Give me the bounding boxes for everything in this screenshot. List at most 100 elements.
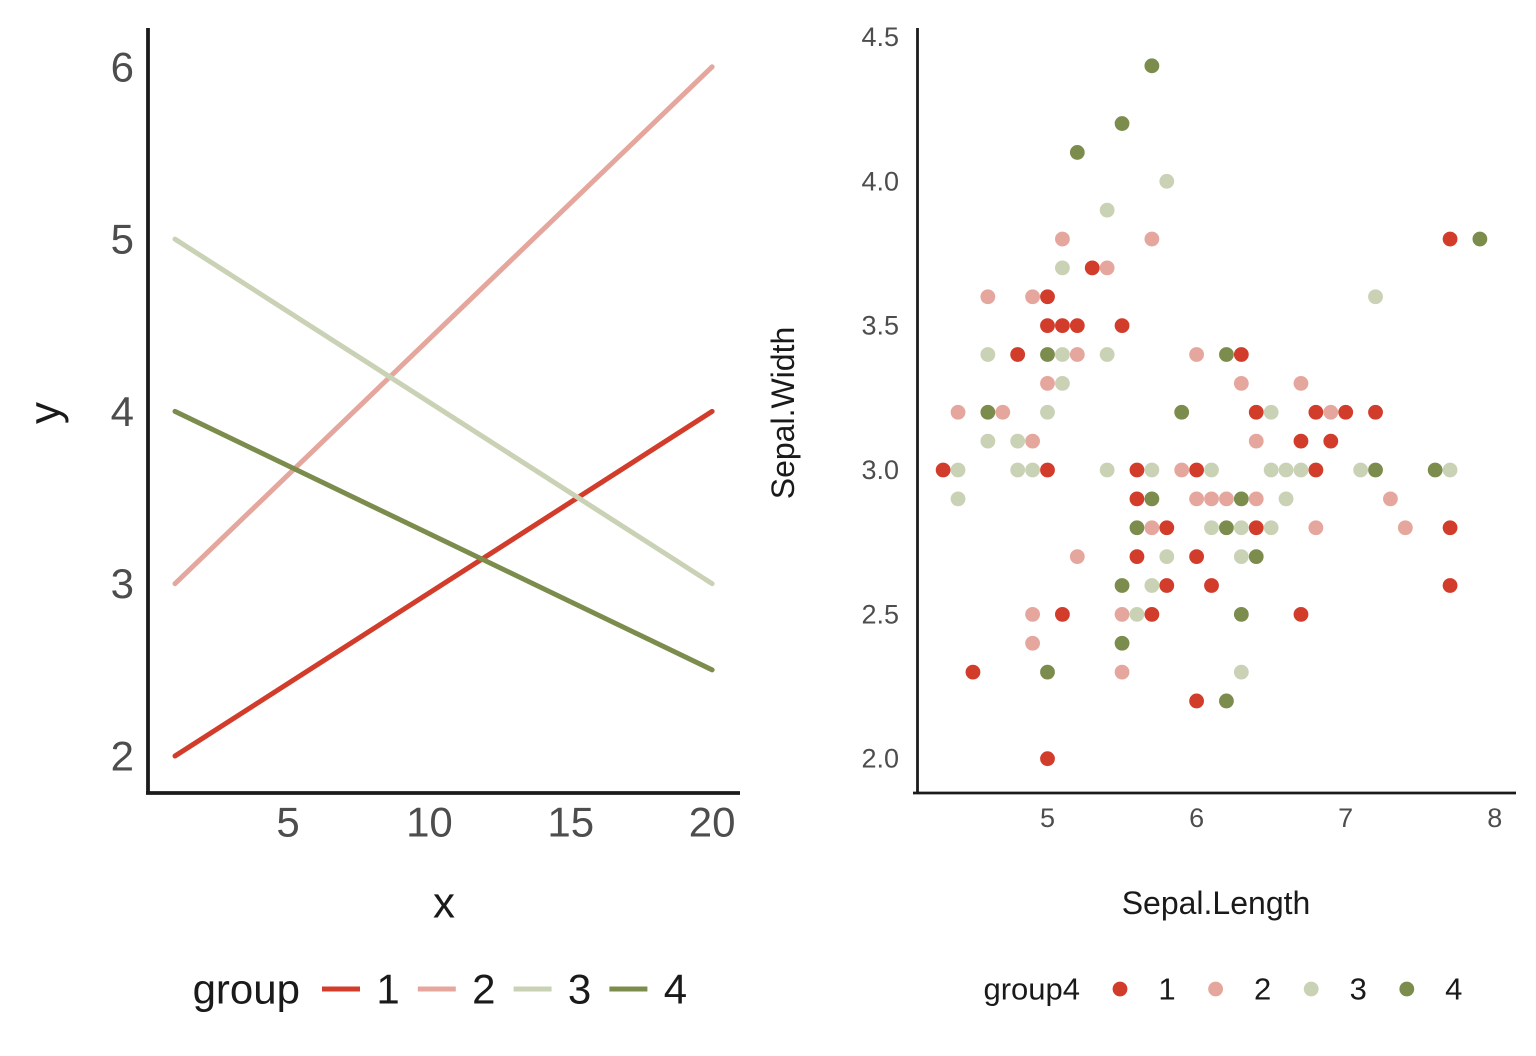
scatter-point — [1025, 289, 1040, 305]
scatter-point — [1114, 606, 1130, 622]
scatter-point — [1233, 520, 1249, 536]
series-line-group-2 — [172, 64, 715, 587]
x-tick-label: 15 — [547, 799, 594, 846]
scatter-point — [1368, 289, 1383, 305]
legend-dot-swatch — [1303, 981, 1319, 997]
scatter-point — [1069, 145, 1085, 160]
y-tick-label: 3.5 — [861, 311, 899, 341]
scatter-point — [1248, 549, 1264, 565]
scatter-point — [1233, 606, 1249, 622]
y-tick-label: 2.0 — [861, 744, 899, 774]
scatter-point — [1308, 520, 1324, 536]
scatter-point — [1069, 318, 1085, 334]
y-tick-label: 4.0 — [861, 166, 899, 196]
scatter-point — [1233, 491, 1249, 507]
legend-dot-swatch — [1112, 981, 1128, 997]
scatter-point — [1293, 462, 1309, 478]
scatter-point — [980, 347, 996, 362]
legend-item-label: 3 — [1350, 972, 1367, 1007]
y-tick-label: 3.0 — [861, 455, 899, 485]
scatter-point — [1233, 375, 1249, 391]
scatter-point — [950, 404, 966, 420]
scatter-point — [1278, 491, 1294, 507]
scatter-point — [1263, 462, 1279, 478]
y-tick-label: 6 — [111, 43, 134, 90]
scatter-point — [1010, 462, 1026, 478]
scatter-point — [1025, 606, 1040, 622]
y-tick-label: 2 — [111, 733, 134, 780]
scatter-point — [1010, 433, 1026, 449]
scatter-point — [1099, 202, 1115, 218]
scatter-point — [1129, 520, 1145, 536]
scatter-point — [1129, 549, 1145, 565]
legend-item-label: 2 — [472, 966, 495, 1013]
scatter-point — [1383, 491, 1398, 507]
scatter-point — [1233, 664, 1249, 680]
y-tick-label: 5 — [111, 216, 134, 263]
scatter-point — [1353, 462, 1369, 478]
legend-item-label: 2 — [1254, 972, 1271, 1007]
scatter-point — [1025, 433, 1040, 449]
scatter-point — [1040, 318, 1055, 334]
scatter-point — [1248, 520, 1264, 536]
x-tick-label: 6 — [1189, 803, 1204, 833]
scatter-point — [1442, 462, 1458, 478]
scatter-point — [1114, 318, 1130, 334]
scatter-point — [1129, 606, 1145, 622]
scatter-point — [1129, 491, 1145, 507]
scatter-point — [1233, 347, 1249, 362]
scatter-point — [1040, 375, 1055, 391]
scatter-point — [1174, 404, 1190, 420]
scatter-chart-legend: group4 1 2 3 4 — [983, 972, 1462, 1007]
scatter-point — [1472, 231, 1488, 247]
y-tick-label: 4.5 — [861, 22, 899, 52]
scatter-point — [1204, 578, 1219, 593]
scatter-point — [1189, 693, 1204, 709]
scatter-point — [1293, 375, 1309, 391]
scatter-point — [1159, 173, 1175, 189]
series-line-group-4 — [172, 408, 715, 673]
line-chart-legend: group 1 2 3 4 — [193, 966, 688, 1013]
scatter-point — [1040, 462, 1055, 478]
scatter-chart-axes — [913, 28, 1516, 795]
scatter-point — [965, 664, 981, 680]
scatter-point — [1055, 347, 1070, 362]
series-line-group-1 — [172, 408, 715, 759]
scatter-point — [1219, 347, 1234, 362]
scatter-point — [1189, 347, 1204, 362]
scatter-point — [1368, 404, 1383, 420]
scatter-chart-legend-title: group4 — [983, 972, 1080, 1007]
scatter-point — [1427, 462, 1443, 478]
scatter-point — [1442, 231, 1458, 247]
scatter-point — [1174, 462, 1190, 478]
scatter-point — [1069, 549, 1085, 565]
y-tick-label: 2.5 — [861, 599, 899, 629]
scatter-point — [1099, 347, 1115, 362]
scatter-point — [1219, 520, 1234, 536]
scatter-point — [1144, 520, 1160, 536]
scatter-point — [1159, 549, 1175, 565]
line-chart-tick-labels: 2 3 4 5 6 5 10 15 20 — [111, 43, 736, 845]
scatter-point — [1323, 404, 1339, 420]
scatter-point — [1233, 549, 1249, 565]
scatter-point — [1248, 491, 1264, 507]
scatter-point — [980, 404, 996, 420]
scatter-point — [1114, 116, 1130, 131]
line-chart-x-axis-title: x — [433, 879, 455, 928]
scatter-point — [1204, 520, 1219, 536]
x-tick-label: 8 — [1487, 803, 1502, 833]
legend-item-label: 4 — [664, 966, 687, 1013]
scatter-point — [1040, 664, 1055, 680]
scatter-point — [1278, 462, 1294, 478]
scatter-point — [1189, 462, 1204, 478]
scatter-point — [1129, 462, 1145, 478]
scatter-point — [1442, 520, 1458, 536]
scatter-point — [1144, 462, 1160, 478]
series-line-group-3 — [172, 236, 715, 587]
scatter-point — [1263, 404, 1279, 420]
legend-item-label: 1 — [376, 966, 399, 1013]
scatter-point — [1308, 462, 1324, 478]
scatter-point — [1144, 578, 1160, 593]
scatter-point — [1144, 491, 1160, 507]
